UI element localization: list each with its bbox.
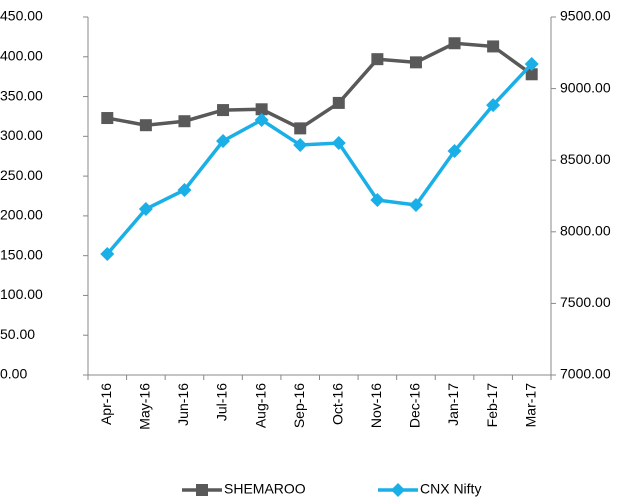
marker <box>138 202 153 217</box>
y2-tick-label: 7500.00 <box>560 294 611 310</box>
y2-tick-label: 8000.00 <box>560 223 611 239</box>
marker <box>216 134 231 149</box>
y-tick-label: 400.00 <box>0 47 43 63</box>
marker <box>217 104 230 117</box>
x-tick-label: Oct-16 <box>329 383 345 425</box>
line <box>105 62 533 256</box>
x-tick-label: Jul-16 <box>214 383 230 421</box>
x-tick-label: Sep-16 <box>291 383 307 428</box>
marker <box>524 56 539 71</box>
marker <box>294 122 307 135</box>
marker <box>332 96 345 109</box>
marker <box>370 193 385 208</box>
marker <box>254 112 269 127</box>
y-tick-label: 300.00 <box>0 127 43 143</box>
x-tick-label: Jun-16 <box>175 383 191 426</box>
marker <box>525 68 538 81</box>
marker <box>177 182 192 197</box>
legend-marker <box>196 484 208 496</box>
marker <box>448 37 461 50</box>
y-tick-label: 350.00 <box>0 87 43 103</box>
line <box>106 41 533 131</box>
marker <box>447 144 462 159</box>
x-tick-label: Jan-17 <box>445 383 461 426</box>
marker <box>409 56 422 69</box>
marker <box>371 53 384 66</box>
marker <box>487 40 500 53</box>
legend-label: SHEMAROO <box>224 481 306 497</box>
legend-marker <box>391 483 405 497</box>
y-tick-label: 50.00 <box>0 326 35 342</box>
x-tick-label: Dec-16 <box>407 383 423 428</box>
x-tick-label: Nov-16 <box>368 383 384 428</box>
marker <box>139 119 152 132</box>
x-tick-label: May-16 <box>137 383 153 430</box>
marker <box>178 115 191 128</box>
y-tick-label: 100.00 <box>0 286 43 302</box>
y-tick-label: 250.00 <box>0 167 43 183</box>
marker <box>101 112 114 125</box>
marker <box>486 98 501 113</box>
y-tick-label: 0.00 <box>0 366 27 382</box>
x-tick-label: Apr-16 <box>98 383 114 425</box>
y2-tick-label: 9000.00 <box>560 79 611 95</box>
x-tick-label: Feb-17 <box>484 383 500 428</box>
y-tick-label: 150.00 <box>0 246 43 262</box>
y-tick-label: 450.00 <box>0 8 43 24</box>
marker <box>255 103 268 116</box>
y2-tick-label: 8500.00 <box>560 151 611 167</box>
marker <box>408 198 423 213</box>
x-tick-label: Mar-17 <box>522 383 538 428</box>
x-tick-label: Aug-16 <box>252 383 268 428</box>
y-tick-label: 200.00 <box>0 207 43 223</box>
marker <box>293 138 308 153</box>
y2-tick-label: 9500.00 <box>560 8 611 24</box>
legend-label: CNX Nifty <box>420 481 481 497</box>
marker <box>331 136 346 151</box>
y2-tick-label: 7000.00 <box>560 366 611 382</box>
marker <box>100 246 115 261</box>
